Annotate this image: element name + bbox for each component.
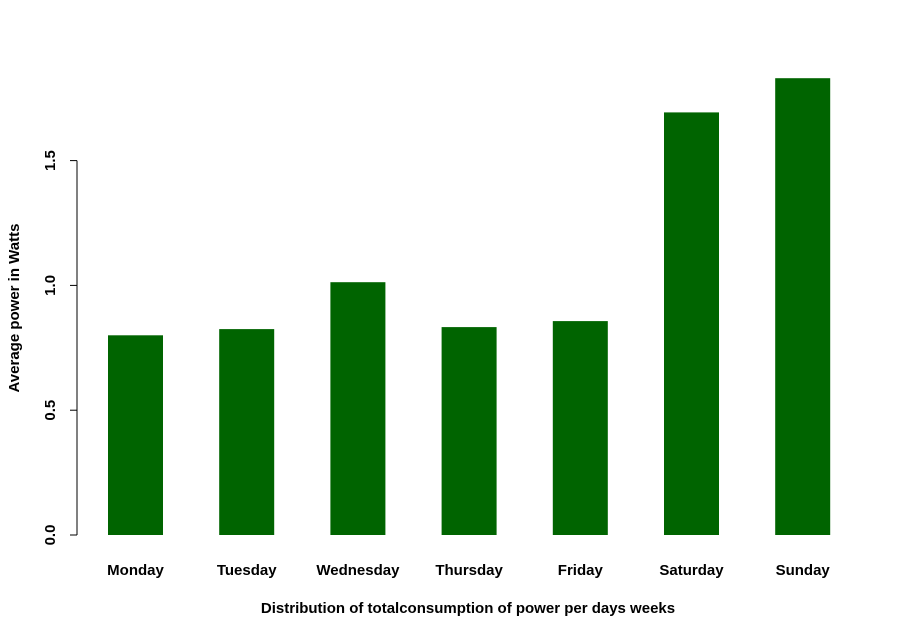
bars (108, 78, 831, 536)
y-tick-label: 0.5 (42, 400, 59, 421)
y-axis: 0.0 0.5 1.0 1.5 (42, 150, 78, 546)
bar-thursday (441, 327, 497, 535)
x-tick-label-saturday: Saturday (659, 562, 724, 579)
x-tick-label-wednesday: Wednesday (316, 562, 400, 579)
bar-wednesday (330, 282, 386, 535)
bar-monday (108, 335, 163, 535)
bar-sunday (775, 78, 831, 535)
y-tick-label: 1.0 (42, 275, 59, 296)
bar-tuesday (219, 329, 275, 535)
x-tick-label-tuesday: Tuesday (217, 562, 277, 579)
x-tick-label-monday: Monday (107, 562, 164, 579)
x-axis-title: Distribution of totalconsumption of powe… (261, 600, 675, 617)
x-tick-label-friday: Friday (558, 562, 604, 579)
y-tick-label: 0.0 (42, 525, 59, 546)
bar-saturday (664, 112, 719, 536)
y-tick-label: 1.5 (42, 150, 59, 171)
x-tick-label-thursday: Thursday (435, 562, 503, 579)
y-axis-title: Average power in Watts (6, 224, 23, 393)
x-tick-label-sunday: Sunday (776, 562, 831, 579)
bar-friday (552, 321, 608, 535)
x-tick-labels: Monday Tuesday Wednesday Thursday Friday Satu… (107, 562, 830, 579)
